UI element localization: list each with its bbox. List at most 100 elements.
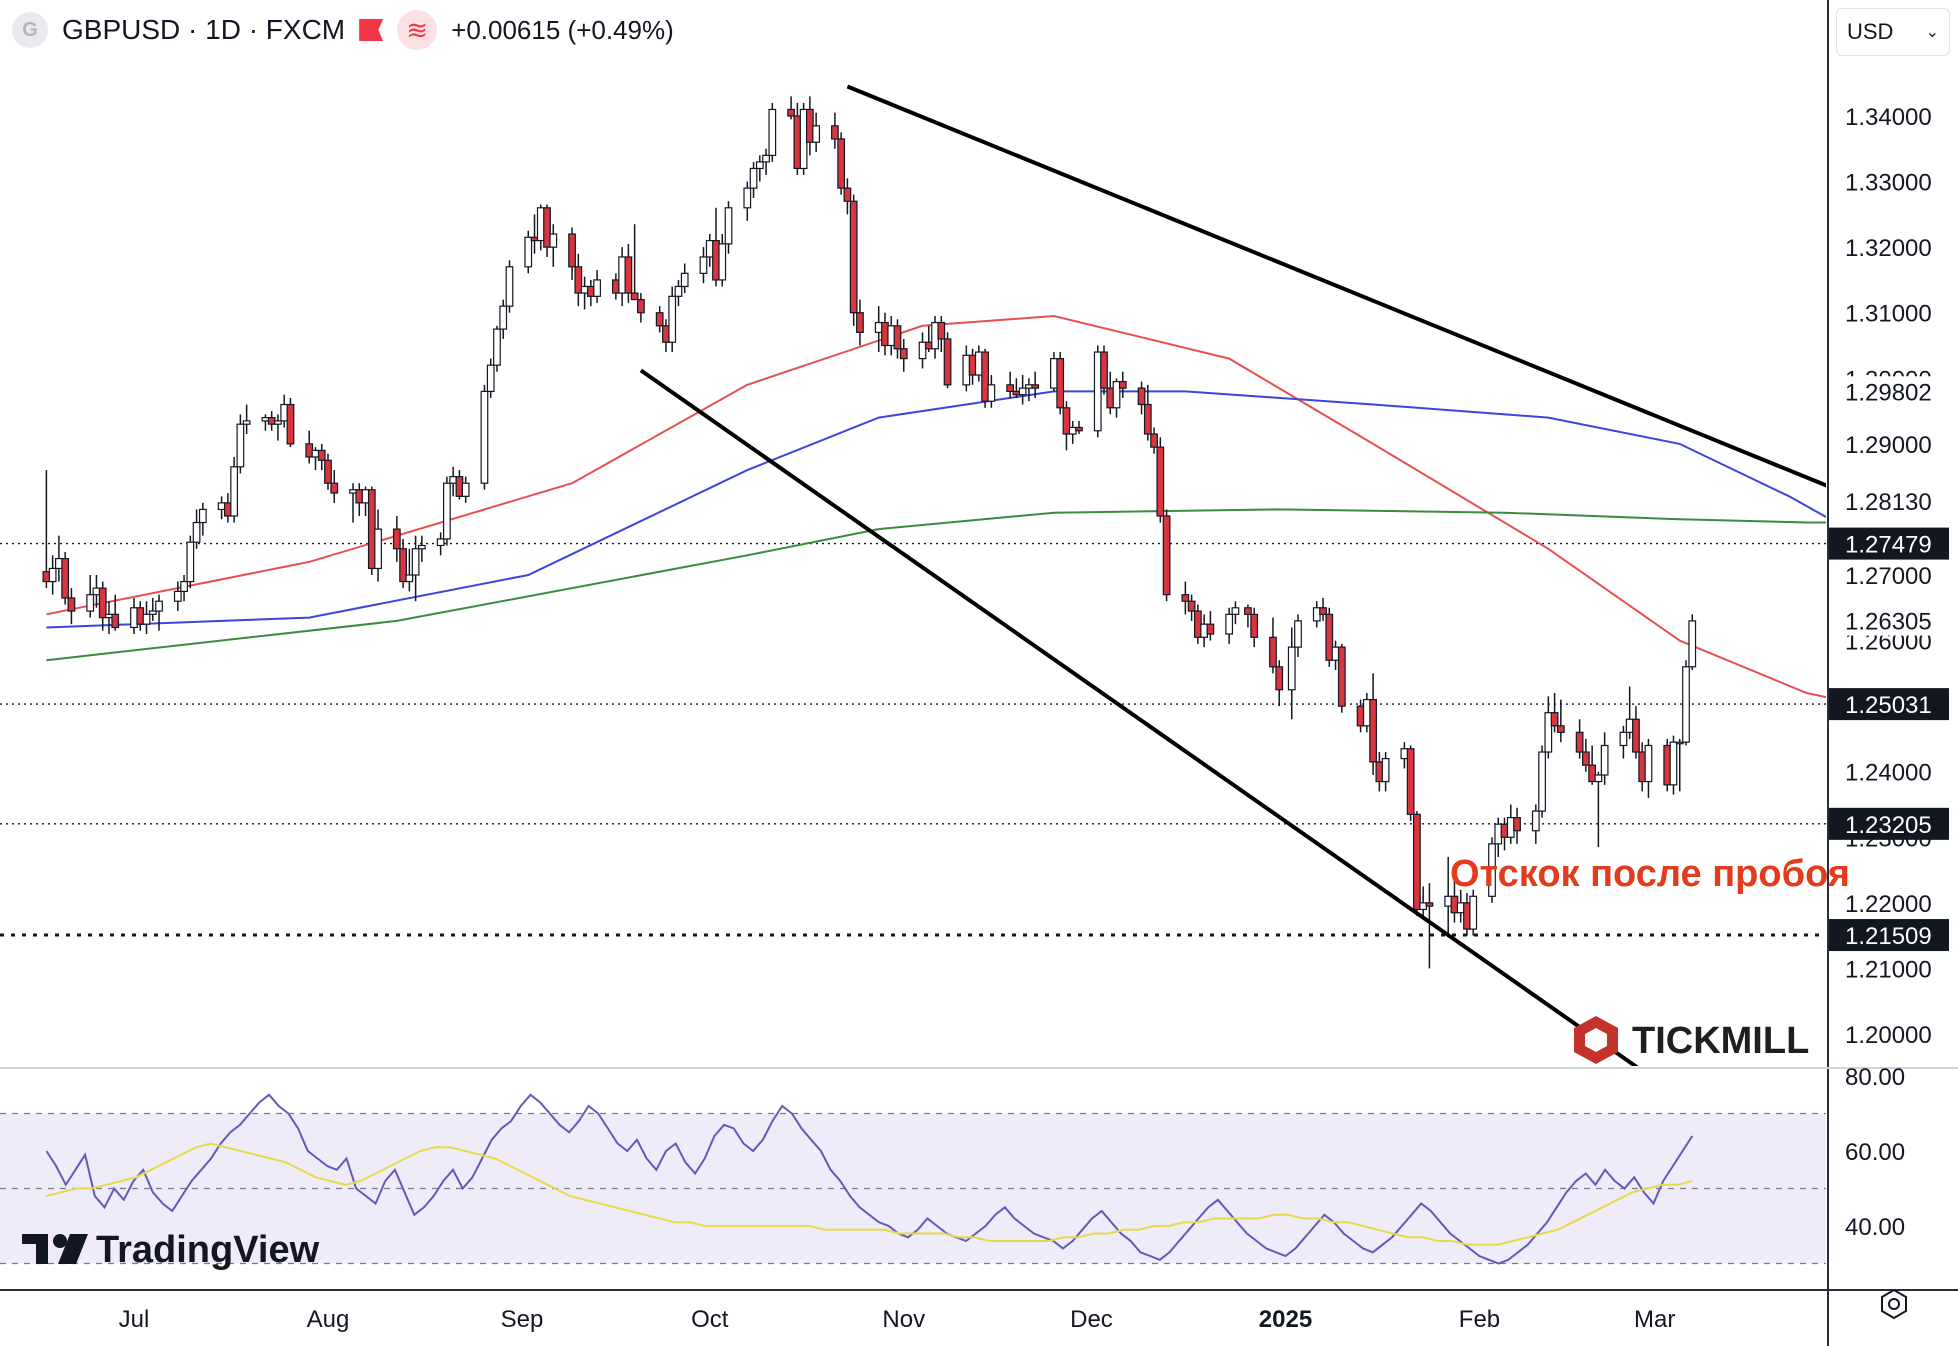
candle-down: [1056, 358, 1065, 409]
candle-up: [173, 590, 182, 602]
candle-up: [1488, 843, 1496, 897]
candle-down: [1244, 607, 1252, 615]
candle-down: [831, 125, 839, 140]
candle-down: [793, 115, 802, 170]
candle-down: [1325, 613, 1334, 661]
candle-down: [856, 312, 864, 333]
candle-down: [1150, 433, 1158, 448]
candle-down: [1075, 426, 1083, 432]
candle-down: [286, 403, 295, 445]
candle-down: [843, 187, 852, 202]
candle-up: [443, 482, 451, 540]
candle-down: [1463, 902, 1471, 930]
y-plain-label: 1.28130: [1845, 489, 1932, 516]
candle-up: [186, 541, 195, 583]
candle-down: [1406, 748, 1415, 815]
candle-down: [662, 325, 670, 343]
candle-up: [987, 384, 996, 402]
currency-selector[interactable]: USD ⌄: [1836, 8, 1950, 56]
candle-up: [499, 305, 508, 330]
candle-up: [1419, 902, 1428, 911]
wave-icon[interactable]: ≋: [397, 10, 438, 50]
candle-down: [324, 459, 332, 484]
candle-up: [1112, 380, 1121, 409]
candle-down: [1193, 610, 1202, 638]
candle-down: [586, 285, 595, 297]
price-badge: [1829, 527, 1949, 560]
candle-down: [399, 548, 407, 583]
candle-down: [611, 279, 620, 294]
candle-down: [624, 256, 633, 294]
candle-down: [1156, 446, 1165, 517]
candle-up: [1025, 384, 1033, 389]
candle-down: [849, 200, 858, 314]
tickmill-hex-inner: [1585, 1028, 1607, 1052]
candle-down: [111, 613, 120, 629]
candle-up: [1331, 646, 1340, 661]
rsi-tick-label: 40.00: [1845, 1214, 1905, 1241]
candle-down: [630, 292, 639, 301]
x-tick-label: 2025: [1259, 1306, 1312, 1333]
candle-up: [1644, 744, 1653, 783]
candle-up: [1400, 748, 1409, 760]
candle-up: [1312, 607, 1321, 622]
candle-down: [1319, 607, 1327, 615]
candle-up: [417, 544, 426, 550]
candle-down: [267, 417, 276, 425]
annotation-text: Отскок после пробоя: [1450, 853, 1850, 895]
candle-up: [918, 341, 927, 360]
x-tick-label: Jul: [119, 1306, 150, 1333]
y-tick-label: 1.27000: [1845, 563, 1932, 590]
candle-down: [1575, 731, 1584, 753]
candle-up: [374, 528, 382, 570]
candle-up: [749, 167, 758, 189]
candle-up: [768, 108, 777, 156]
channel-upper-line: [846, 84, 1826, 488]
candle-down: [937, 321, 946, 340]
candle-up: [1093, 351, 1102, 432]
candle-down: [1143, 403, 1152, 435]
candle-up: [361, 489, 370, 504]
gear-center: [1888, 1298, 1900, 1310]
x-tick-label: Mar: [1634, 1306, 1675, 1333]
candle-up: [1362, 698, 1371, 727]
currency-value: USD: [1847, 19, 1894, 44]
symbol-title[interactable]: GBPUSD · 1D · FXCM: [62, 14, 346, 45]
y-tick-label: 1.32000: [1845, 235, 1932, 262]
y-label-bg: [1830, 376, 1958, 407]
moving-average-blue: [46, 390, 1826, 629]
candle-down: [1450, 895, 1459, 914]
candle-down: [568, 233, 576, 268]
candle-up: [674, 285, 683, 297]
candle-up: [461, 482, 470, 497]
red-flag-icon[interactable]: [359, 19, 384, 41]
candle-down: [1250, 613, 1259, 638]
candle-down: [805, 108, 814, 143]
candle-up: [618, 256, 627, 294]
candle-up: [1531, 810, 1540, 832]
tickmill-text: TICKMILL: [1632, 1020, 1809, 1062]
candle-up: [1538, 751, 1546, 812]
candle-up: [480, 390, 489, 484]
candle-up: [1544, 712, 1553, 753]
candle-up: [436, 538, 445, 547]
candle-up: [1469, 895, 1478, 930]
candle-up: [1506, 817, 1515, 838]
price-badge-label: 1.23205: [1845, 812, 1932, 839]
candle-down: [712, 239, 720, 281]
x-tick-label: Oct: [691, 1306, 729, 1333]
candle-up: [1600, 744, 1609, 776]
price-change: +0.00615 (+0.49%): [451, 14, 674, 45]
candle-up: [680, 272, 689, 288]
candle-up: [1682, 666, 1690, 743]
candle-down: [655, 312, 664, 327]
candle-up: [261, 417, 270, 422]
candle-down: [1638, 751, 1647, 783]
candle-down: [1581, 751, 1590, 766]
rsi-line: [45, 1093, 1694, 1265]
candle-down: [317, 449, 326, 461]
candle-down: [1337, 646, 1346, 707]
candle-up: [874, 321, 883, 333]
candle-up: [142, 613, 151, 625]
candle-up: [887, 325, 896, 347]
